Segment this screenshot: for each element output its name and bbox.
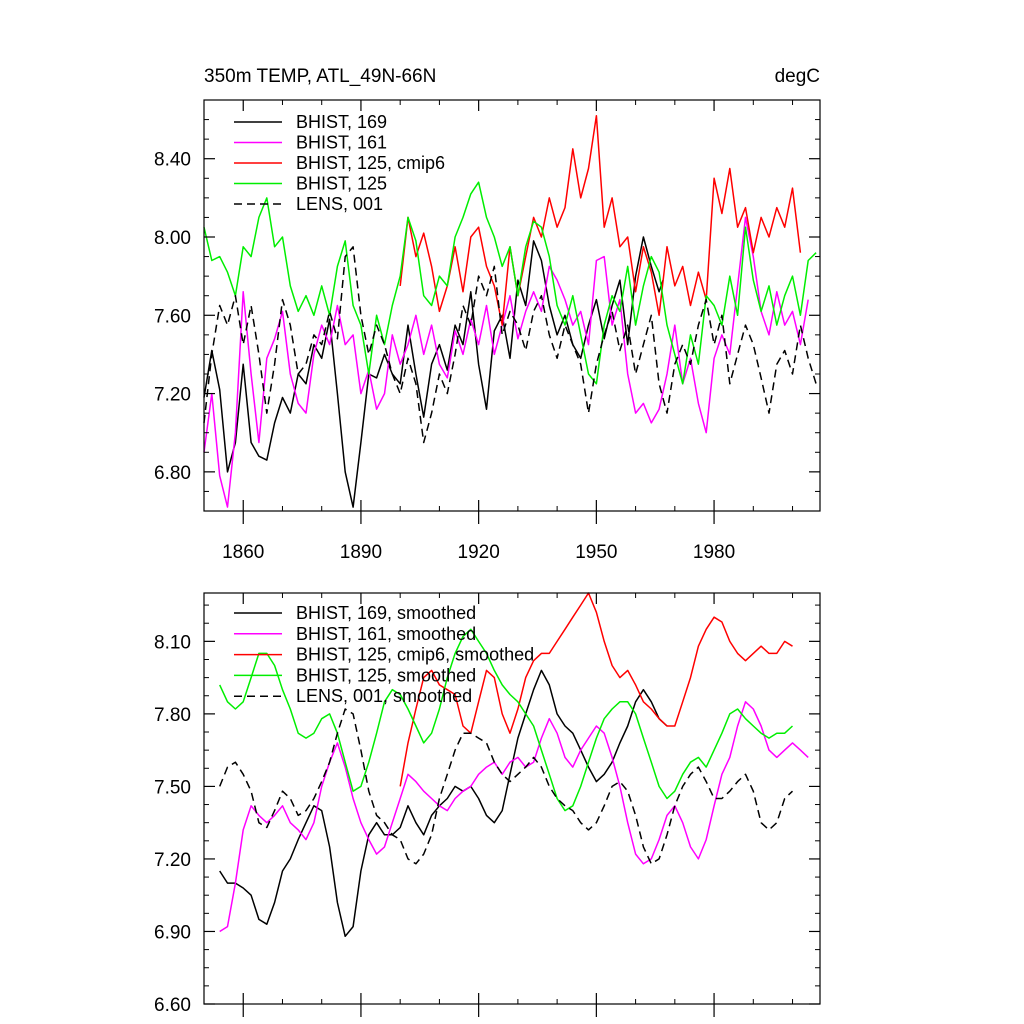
bottom-panel: 6.60 6.90 7.20 7.50 7.80 8.10 BHIST, 169, smo… <box>154 592 821 1017</box>
bottom-y-tick-label: 7.20 <box>154 850 191 871</box>
bottom-series-line-2 <box>219 701 809 933</box>
top-x-tick-label: 1860 <box>222 542 264 563</box>
bottom-y-tick-label: 6.60 <box>154 995 191 1016</box>
top-title: 350m TEMP, ATL_49N-66N <box>204 66 436 87</box>
top-legend-label-3: BHIST, 125, cmip6 <box>296 153 445 173</box>
top-legend-label-5: LENS, 001 <box>296 194 383 214</box>
bottom-legend-label-4: BHIST, 125, smoothed <box>296 665 476 685</box>
top-series-line-1 <box>203 236 664 508</box>
top-series-line-3 <box>399 114 802 326</box>
top-series-line-5 <box>203 246 817 444</box>
bottom-legend-label-5: LENS, 001, smoothed <box>296 686 472 706</box>
top-series-line-2 <box>203 216 809 508</box>
bottom-y-tick-label: 7.80 <box>154 705 191 726</box>
bottom-series-layer <box>219 592 809 938</box>
bottom-axes-layer: 6.60 6.90 7.20 7.50 7.80 8.10 <box>154 593 820 1017</box>
top-units: degC <box>775 66 820 87</box>
top-y-tick-label: 8.00 <box>154 228 191 249</box>
top-y-tick-label: 8.40 <box>154 150 191 171</box>
top-x-tick-label: 1950 <box>575 542 617 563</box>
top-y-tick-label: 6.80 <box>154 463 191 484</box>
top-axes-layer: 6.80 7.20 7.60 8.00 8.40 1860 1890 1920 1950 1980 <box>154 99 820 563</box>
bottom-series-line-5 <box>219 708 794 865</box>
bottom-series-line-3 <box>399 592 793 787</box>
top-x-tick-label: 1890 <box>340 542 382 563</box>
bottom-legend-label-3: BHIST, 125, cmip6, smoothed <box>296 645 534 665</box>
bottom-legend-label-2: BHIST, 161, smoothed <box>296 624 476 644</box>
bottom-series-line-4 <box>219 628 794 812</box>
top-x-tick-label: 1980 <box>693 542 735 563</box>
bottom-y-tick-label: 6.90 <box>154 922 191 943</box>
bottom-legend-label-1: BHIST, 169, smoothed <box>296 603 476 623</box>
top-legend-label-4: BHIST, 125 <box>296 174 387 194</box>
bottom-y-tick-label: 7.50 <box>154 777 191 798</box>
bottom-y-tick-label: 8.10 <box>154 632 191 653</box>
top-legend-label-1: BHIST, 169 <box>296 112 387 132</box>
top-y-tick-label: 7.20 <box>154 385 191 406</box>
top-plot-frame <box>203 99 821 512</box>
bottom-plot-frame <box>203 592 821 1005</box>
top-series-layer <box>203 114 817 508</box>
bottom-series-line-1 <box>219 669 668 938</box>
top-series-line-4 <box>203 181 817 385</box>
top-legend-label-2: BHIST, 161 <box>296 133 387 153</box>
top-y-tick-label: 7.60 <box>154 306 191 327</box>
top-panel: 350m TEMP, ATL_49N-66N degC 6.80 7.20 7.60… <box>154 66 821 563</box>
top-x-tick-label: 1920 <box>458 542 500 563</box>
